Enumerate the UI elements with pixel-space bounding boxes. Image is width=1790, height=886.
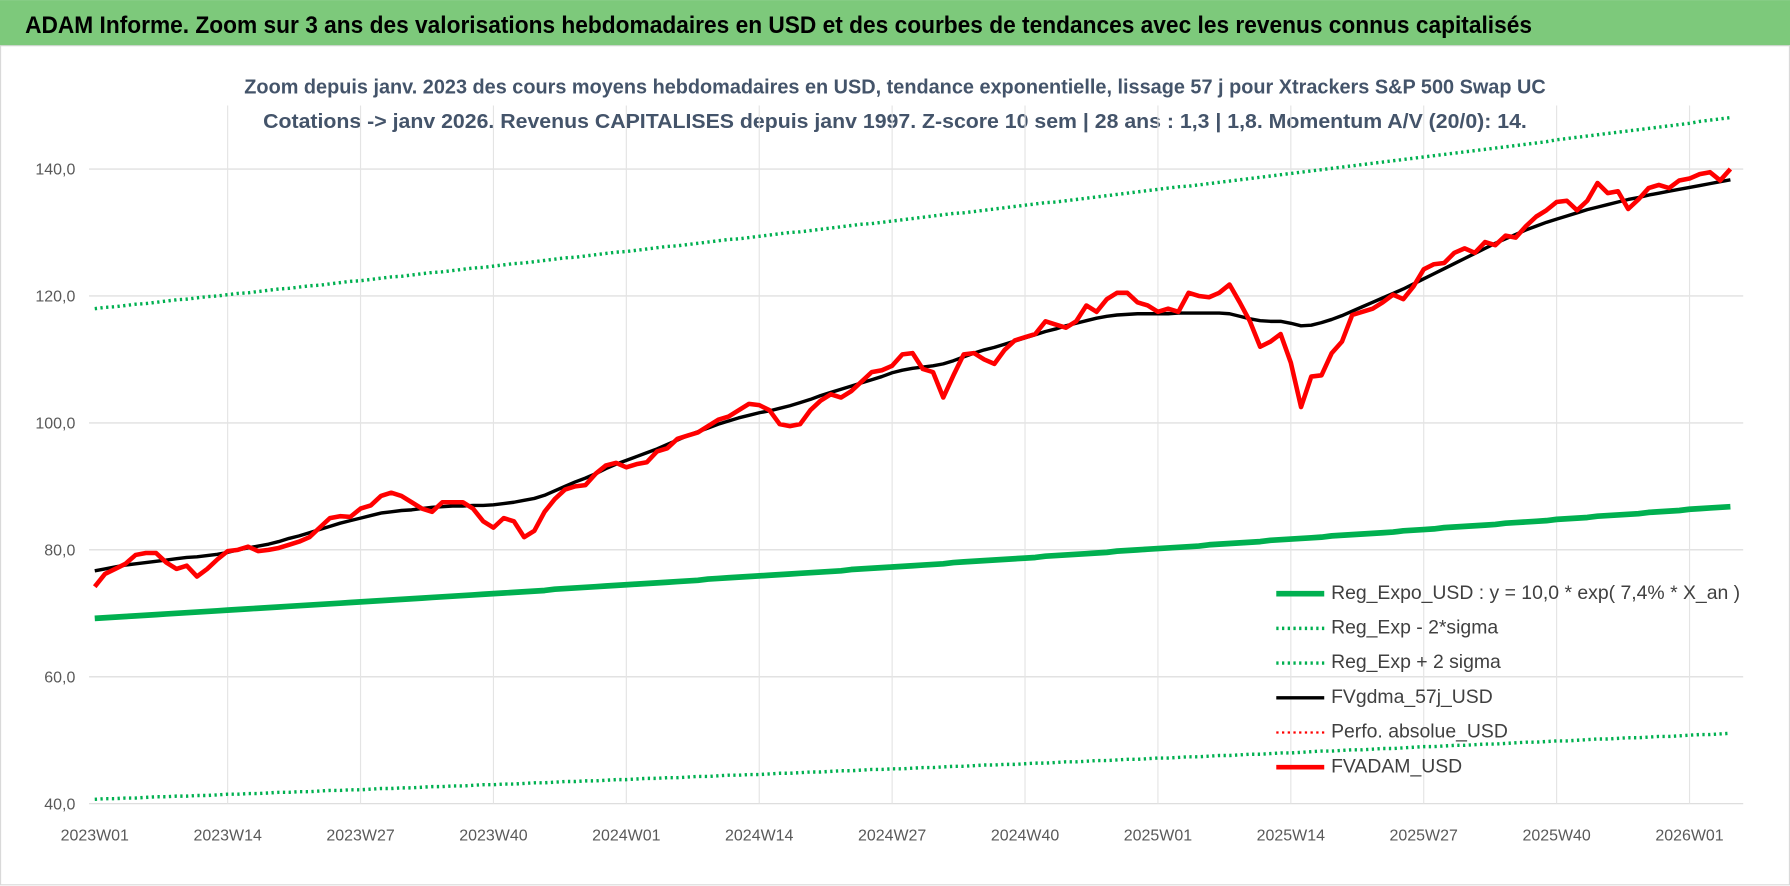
x-tick-label: 2024W01 <box>592 827 660 844</box>
y-tick-label: 120,0 <box>35 289 75 306</box>
chart-frame <box>0 45 1790 886</box>
x-tick-label: 2023W14 <box>193 827 261 844</box>
grid: 40,0 60,0 80,0 100,0 120,0 140,0 2023W01 2023W1… <box>35 105 1744 844</box>
series-line <box>94 731 1731 802</box>
legend-label: FVADAM_USD <box>1331 755 1462 777</box>
legend-label: Reg_Exp - 2*sigma <box>1331 617 1498 639</box>
y-tick-label: 140,0 <box>35 162 75 179</box>
x-tick-label: 2025W14 <box>1257 827 1325 844</box>
header-bar <box>0 0 1790 46</box>
legend: Reg_Expo_USD : y = 10,0 * exp( 7,4% * X_… <box>1276 582 1740 777</box>
legend-label: Perfo. absolue_USD <box>1331 721 1508 743</box>
x-tick-label: 2023W27 <box>326 827 394 844</box>
legend-label: Reg_Expo_USD : y = 10,0 * exp( 7,4% * X_… <box>1331 582 1740 604</box>
series-line <box>94 115 1731 311</box>
y-tick-label: 40,0 <box>44 796 75 813</box>
plot <box>92 115 1733 802</box>
x-tick-label: 2026W01 <box>1655 827 1723 844</box>
legend-label: Reg_Exp + 2 sigma <box>1331 651 1501 673</box>
series-line <box>92 167 1733 589</box>
legend-label: FVgdma_57j_USD <box>1331 686 1493 708</box>
x-tick-label: 2025W27 <box>1390 827 1458 844</box>
x-tick-label: 2025W40 <box>1522 827 1590 844</box>
x-tick-label: 2023W01 <box>61 827 129 844</box>
chart-subtitle: Cotations -> janv 2026. Revenus CAPITALI… <box>263 110 1527 133</box>
chart-title: Zoom depuis janv. 2023 des cours moyens … <box>244 76 1546 99</box>
y-tick-label: 100,0 <box>35 416 75 433</box>
x-tick-label: 2024W14 <box>725 827 793 844</box>
x-tick-label: 2024W27 <box>858 827 926 844</box>
y-tick-label: 60,0 <box>44 670 75 687</box>
series-line <box>94 503 1731 622</box>
header-title: ADAM Informe. Zoom sur 3 ans des valoris… <box>25 12 1532 39</box>
x-tick-label: 2025W01 <box>1124 827 1192 844</box>
x-tick-label: 2024W40 <box>991 827 1059 844</box>
y-tick-label: 80,0 <box>44 543 75 560</box>
series-line <box>94 178 1731 573</box>
x-tick-label: 2023W40 <box>459 827 527 844</box>
